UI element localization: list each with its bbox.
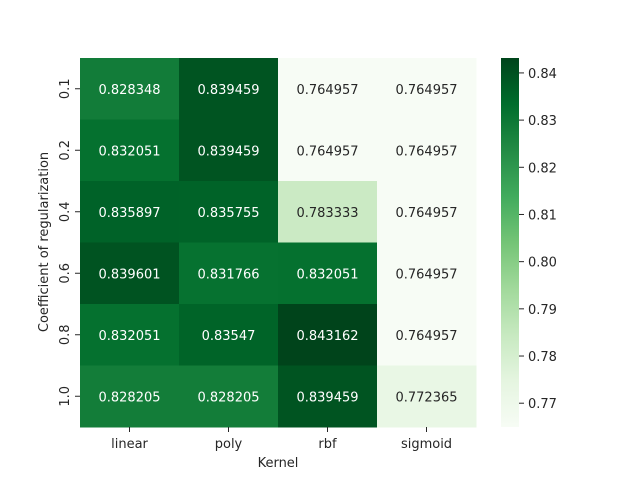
colorbar-tick-label: 0.81	[528, 208, 557, 223]
colorbar-tick-label: 0.79	[528, 303, 557, 318]
heatmap-cell	[377, 304, 477, 366]
cell-value-label: 0.839601	[98, 267, 160, 282]
cell-value-label: 0.831766	[197, 267, 259, 282]
cell-value-label: 0.832051	[98, 144, 160, 159]
cell-value-label: 0.839459	[197, 83, 259, 98]
heatmap-cell	[80, 304, 180, 366]
cell-value-label: 0.764957	[395, 267, 457, 282]
y-tick-label: 0.8	[58, 324, 73, 345]
cell-value-label: 0.764957	[296, 83, 358, 98]
cell-value-label: 0.835897	[98, 206, 160, 221]
cell-value-label: 0.764957	[395, 329, 457, 344]
cell-value-label: 0.764957	[296, 144, 358, 159]
cell-value-label: 0.843162	[296, 329, 358, 344]
heatmap-cell	[80, 181, 180, 243]
x-tick-label: poly	[215, 437, 243, 452]
cell-value-label: 0.839459	[197, 144, 259, 159]
cell-value-label: 0.783333	[296, 206, 358, 221]
colorbar: 0.77 0.78 0.79 0.80 0.81 0.82 0.83 0.84	[501, 58, 557, 427]
colorbar-tick-label: 0.83	[528, 114, 557, 129]
colorbar-tick-label: 0.80	[528, 256, 557, 271]
heatmap-cell	[278, 181, 378, 243]
heatmap-cell	[80, 119, 180, 182]
y-tick-label: 0.6	[58, 263, 73, 284]
heatmap-cell	[179, 365, 279, 428]
cell-value-label: 0.828205	[98, 390, 160, 405]
heatmap-cell-labels: 0.828348 0.839459 0.764957 0.764957 0.832051…	[98, 83, 457, 406]
colorbar-tick-label: 0.77	[528, 397, 557, 412]
heatmap-cell	[80, 242, 180, 305]
x-tick-label: rbf	[318, 437, 337, 452]
x-axis: linear poly rbf sigmoid	[111, 427, 452, 452]
colorbar-tick-label: 0.82	[528, 161, 557, 176]
heatmap-cells	[80, 58, 477, 428]
cell-value-label: 0.835755	[197, 206, 259, 221]
y-tick-label: 0.4	[58, 201, 73, 222]
cell-value-label: 0.839459	[296, 390, 358, 405]
x-tick-label: sigmoid	[401, 437, 452, 452]
heatmap-cell	[179, 181, 279, 243]
x-axis-label: Kernel	[258, 456, 299, 471]
y-tick-label: 1.0	[58, 386, 73, 407]
heatmap-cell	[377, 181, 477, 243]
colorbar-tick-label: 0.78	[528, 350, 557, 365]
cell-value-label: 0.83547	[202, 329, 256, 344]
heatmap-cell	[80, 365, 180, 428]
cell-value-label: 0.828205	[197, 390, 259, 405]
heatmap-cell	[377, 119, 477, 182]
cell-value-label: 0.772365	[395, 390, 457, 405]
heatmap-cell	[278, 58, 378, 120]
heatmap-cell	[278, 242, 378, 305]
x-tick-label: linear	[111, 437, 148, 452]
heatmap-cell	[377, 365, 477, 428]
y-tick-label: 0.1	[58, 78, 73, 99]
heatmap-cell	[179, 119, 279, 182]
cell-value-label: 0.832051	[98, 329, 160, 344]
heatmap-cell	[377, 242, 477, 305]
cell-value-label: 0.828348	[98, 83, 160, 98]
colorbar-tick-label: 0.84	[528, 67, 557, 82]
heatmap-cell	[179, 242, 279, 305]
colorbar-gradient	[501, 58, 519, 427]
heatmap-cell	[278, 304, 378, 366]
y-tick-label: 0.2	[58, 140, 73, 161]
heatmap-cell	[80, 58, 180, 120]
heatmap-cell	[278, 119, 378, 182]
cell-value-label: 0.764957	[395, 83, 457, 98]
cell-value-label: 0.832051	[296, 267, 358, 282]
heatmap-cell	[278, 365, 378, 428]
heatmap-cell	[377, 58, 477, 120]
heatmap-cell	[179, 58, 279, 120]
y-axis: 0.1 0.2 0.4 0.6 0.8 1.0	[58, 78, 80, 407]
cell-value-label: 0.764957	[395, 144, 457, 159]
y-axis-label: Coefficient of regularization	[37, 152, 52, 332]
heatmap-cell	[179, 304, 279, 366]
cell-value-label: 0.764957	[395, 206, 457, 221]
